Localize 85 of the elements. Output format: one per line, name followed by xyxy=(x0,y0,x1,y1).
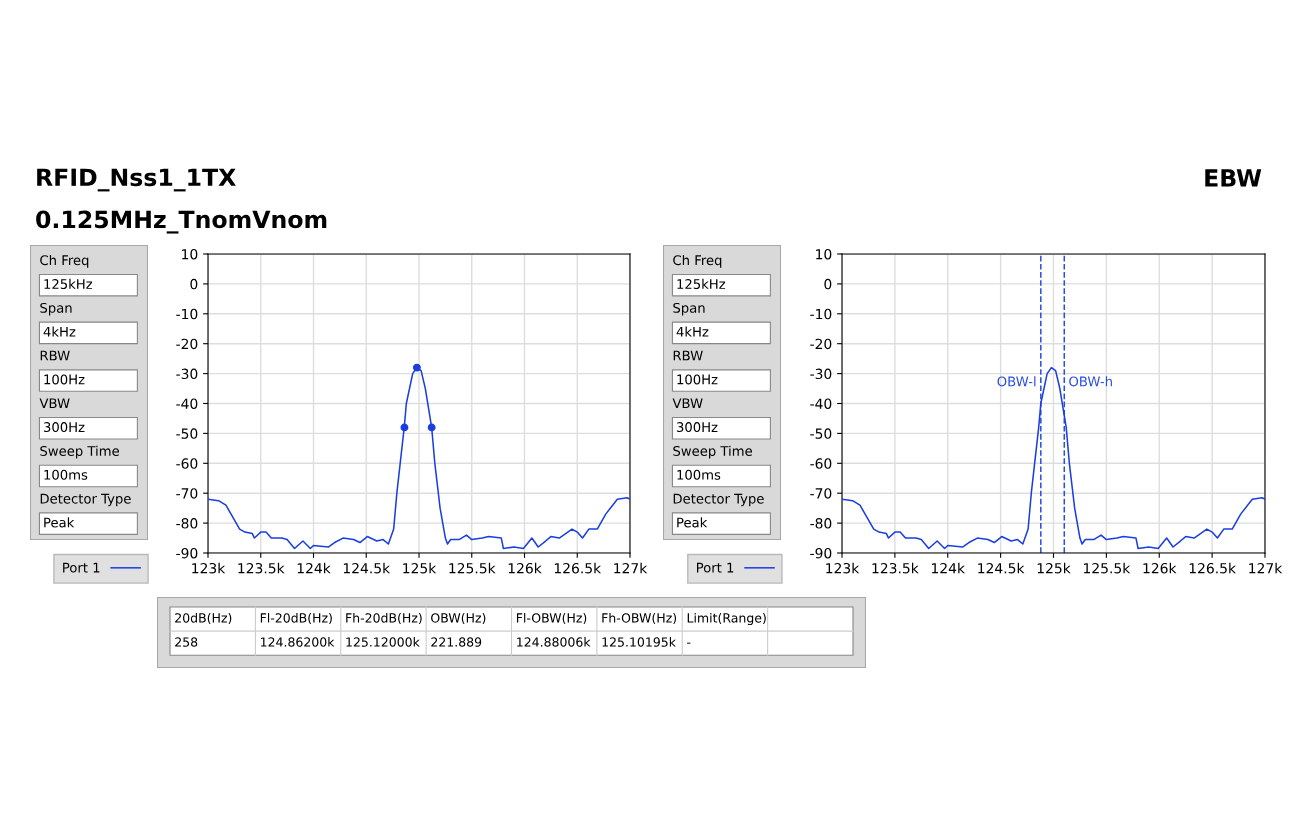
chart-subtitle: 0.125MHz_TnomVnom xyxy=(36,210,327,234)
category-label: OBW(Hz) xyxy=(431,612,486,625)
y-tick-label: -40 xyxy=(176,398,198,409)
x-tick-label: 123k xyxy=(826,562,860,574)
category-label: Limit(Range) xyxy=(687,612,766,626)
category-label: Fl-OBW(Hz) xyxy=(516,612,587,625)
y-tick-label: 10 xyxy=(816,248,832,260)
y-tick-label: -90 xyxy=(810,547,832,559)
text: 124.86200k xyxy=(261,637,335,647)
y-tick-label: -90 xyxy=(176,547,198,559)
y-tick-label: -70 xyxy=(810,488,832,499)
text: - xyxy=(687,642,691,644)
x-tick-label: 127k xyxy=(614,562,648,574)
y-tick-label: -80 xyxy=(176,518,198,529)
text: Ch Freq xyxy=(673,254,722,268)
text: Detector Type xyxy=(673,493,764,507)
y-tick-label: -50 xyxy=(810,428,832,439)
x-tick-label: 125k xyxy=(403,562,437,574)
y-tick-label: -10 xyxy=(810,308,832,320)
y-tick-label: 10 xyxy=(182,248,198,260)
text: 124.88006k xyxy=(517,637,591,647)
text: 125.12000k xyxy=(346,637,420,647)
y-tick-label: -20 xyxy=(810,338,832,350)
text: VBW xyxy=(672,398,703,409)
text: 258 xyxy=(175,637,198,647)
y-tick-label: -60 xyxy=(176,458,198,469)
x-tick-label: 123k xyxy=(192,562,226,574)
y-tick-label: -30 xyxy=(176,368,198,380)
category-label: Fh-20dB(Hz) xyxy=(346,612,422,625)
y-tick-label: -20 xyxy=(176,338,198,350)
text: Sweep Time xyxy=(40,445,119,459)
y-tick-label: 0 xyxy=(190,278,198,290)
x-tick-label: 123.5k xyxy=(872,562,919,574)
text: Peak xyxy=(44,517,75,528)
x-tick-label: 126.5k xyxy=(554,562,602,574)
text: 100Hz xyxy=(44,374,85,385)
text: 4kHz xyxy=(676,326,709,337)
x-tick-label: 125.5k xyxy=(1084,562,1131,574)
text: Span xyxy=(673,302,705,316)
x-tick-label: 123.5k xyxy=(238,562,285,574)
text: 100ms xyxy=(677,469,721,480)
x-tick-label: 127k xyxy=(1249,562,1283,574)
x-tick-label: 124k xyxy=(932,562,965,574)
y-tick-label: -10 xyxy=(176,308,198,320)
ref-line-label: OBW-l xyxy=(997,376,1036,387)
chart-title: RFID_Nss1_1TX xyxy=(37,168,236,192)
legend-label: Port 1 xyxy=(63,562,100,573)
text: 300Hz xyxy=(43,422,85,433)
text: VBW xyxy=(39,398,70,409)
y-tick-label: -30 xyxy=(810,368,832,380)
text: Detector Type xyxy=(40,493,131,507)
y-tick-label: -50 xyxy=(176,428,198,439)
y-tick-label: -60 xyxy=(810,458,832,469)
x-tick-label: 125.5k xyxy=(449,562,496,574)
text: 100ms xyxy=(44,469,88,480)
ref-line-label: OBW-h xyxy=(1069,376,1112,387)
text: 221.889 xyxy=(431,637,482,647)
text: Peak xyxy=(677,517,708,528)
text: RBW xyxy=(40,350,70,361)
y-tick-label: -70 xyxy=(176,488,198,499)
text: 125.10195k xyxy=(602,637,676,647)
text: 4kHz xyxy=(43,326,76,337)
x-tick-label: 124.5k xyxy=(978,562,1025,574)
text: Span xyxy=(40,302,72,316)
x-tick-label: 126k xyxy=(508,562,542,574)
chart-title: EBW xyxy=(1205,169,1262,187)
x-tick-label: 124k xyxy=(297,562,331,574)
legend-label: Port 1 xyxy=(696,562,734,573)
text: Ch Freq xyxy=(40,254,89,268)
text: Sweep Time xyxy=(673,445,752,459)
category-label: Fh-OBW(Hz) xyxy=(602,612,677,625)
y-tick-label: -40 xyxy=(810,398,832,409)
text: 300Hz xyxy=(676,422,718,433)
x-tick-label: 126.5k xyxy=(1189,562,1236,574)
x-tick-label: 125k xyxy=(1037,562,1071,574)
text: 125kHz xyxy=(44,278,93,290)
x-tick-label: 126k xyxy=(1143,562,1177,574)
x-tick-label: 124.5k xyxy=(343,562,391,574)
category-label: 20dB(Hz) xyxy=(175,612,232,625)
y-tick-label: 0 xyxy=(824,278,832,290)
text: RBW xyxy=(673,350,703,361)
category-label: Fl-20dB(Hz) xyxy=(260,612,332,625)
text: 100Hz xyxy=(677,374,718,385)
y-tick-label: -80 xyxy=(810,518,832,529)
text: 125kHz xyxy=(677,278,726,290)
